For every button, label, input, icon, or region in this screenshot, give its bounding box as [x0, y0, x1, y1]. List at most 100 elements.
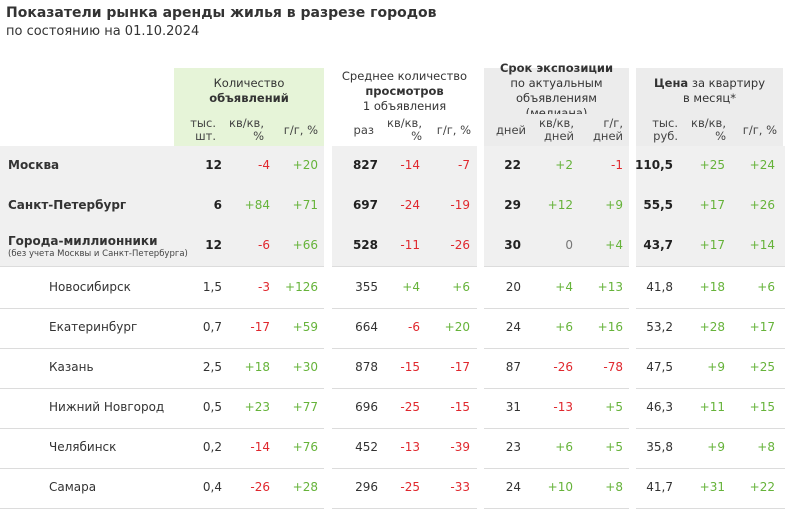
- row-divider: [0, 508, 785, 509]
- city-label: Нижний Новгород: [49, 400, 165, 414]
- change-cell: +10: [547, 480, 573, 494]
- change-cell: -7: [458, 158, 470, 172]
- city-name: Города-миллионники (без учета Москвы и Са…: [8, 234, 188, 259]
- table-row: [0, 226, 785, 266]
- change-cell: +59: [292, 320, 318, 334]
- city-label: Санкт-Петербург: [8, 198, 127, 212]
- value-cell: 0,7: [202, 320, 222, 334]
- value-cell: 30: [504, 238, 521, 252]
- change-cell: +26: [749, 198, 775, 212]
- value-cell: 29: [504, 198, 521, 212]
- column-subheader: г/г, %: [270, 114, 324, 146]
- value-cell: 35,8: [646, 440, 673, 454]
- change-cell: -26: [553, 360, 573, 374]
- change-cell: +4: [402, 280, 420, 294]
- city-name: Екатеринбург: [49, 320, 137, 334]
- change-cell: +17: [699, 238, 725, 252]
- change-cell: +71: [292, 198, 318, 212]
- value-cell: 12: [205, 238, 222, 252]
- change-cell: +20: [444, 320, 470, 334]
- value-cell: 696: [355, 400, 378, 414]
- city-name: Москва: [8, 158, 59, 172]
- column-subheader: г/г, %: [436, 122, 471, 137]
- change-cell: +8: [757, 440, 775, 454]
- change-cell: +6: [555, 320, 573, 334]
- change-cell: +66: [292, 238, 318, 252]
- value-cell: 87: [505, 360, 521, 374]
- change-cell: +2: [555, 158, 573, 172]
- column-subheader: раз: [353, 122, 374, 137]
- value-cell: 878: [355, 360, 378, 374]
- value-cell: 47,5: [646, 360, 673, 374]
- change-cell: +8: [605, 480, 623, 494]
- change-cell: -78: [603, 360, 623, 374]
- group-header-listings: Количество объявлений: [174, 68, 324, 114]
- value-cell: 24: [505, 480, 521, 494]
- change-cell: +11: [699, 400, 725, 414]
- value-cell: 110,5: [635, 158, 673, 172]
- value-cell: 664: [355, 320, 378, 334]
- value-cell: 827: [352, 158, 378, 172]
- city-label: Самара: [49, 480, 97, 494]
- value-cell: 55,5: [643, 198, 673, 212]
- change-cell: -33: [450, 480, 470, 494]
- group-header-line: Количество: [213, 76, 285, 90]
- row-divider: [0, 468, 785, 469]
- row-divider: [0, 428, 785, 429]
- city-name: Челябинск: [49, 440, 116, 454]
- change-cell: +9: [707, 440, 725, 454]
- column-subheader: дней: [484, 114, 532, 146]
- group-header-views: Среднее количество просмотров 1 объявлен…: [332, 68, 477, 114]
- change-cell: -14: [400, 158, 420, 172]
- group-separator: [324, 68, 332, 510]
- change-cell: +31: [699, 480, 725, 494]
- table-row: [0, 186, 785, 226]
- column-subheader: тыс. руб.: [636, 114, 684, 146]
- change-cell: +17: [749, 320, 775, 334]
- group-header-line-bold: Срок экспозиции: [499, 61, 614, 75]
- change-cell: -26: [450, 238, 470, 252]
- value-cell: 296: [355, 480, 378, 494]
- city-label: Екатеринбург: [49, 320, 138, 334]
- column-subheader: кв/кв, %: [684, 114, 732, 146]
- change-cell: -15: [400, 360, 420, 374]
- change-cell: -11: [400, 238, 420, 252]
- value-cell: 355: [355, 280, 378, 294]
- group-separator: [477, 68, 484, 510]
- value-cell: 43,7: [643, 238, 673, 252]
- change-cell: -25: [400, 400, 420, 414]
- change-cell: +16: [597, 320, 623, 334]
- group-header-line: 1 объявления: [362, 98, 447, 113]
- change-cell: +18: [244, 360, 270, 374]
- change-cell: +76: [292, 440, 318, 454]
- change-cell: -17: [250, 320, 270, 334]
- change-cell: +20: [292, 158, 318, 172]
- change-cell: +25: [699, 158, 725, 172]
- group-header-line: по актуальным: [510, 76, 603, 90]
- change-cell: +9: [605, 198, 623, 212]
- change-cell: +126: [285, 280, 318, 294]
- change-cell: +25: [749, 360, 775, 374]
- change-cell: +28: [292, 480, 318, 494]
- change-cell: +14: [749, 238, 775, 252]
- group-header-line-bold: просмотров: [365, 83, 444, 98]
- page-subtitle: по состоянию на 01.10.2024: [6, 24, 200, 39]
- change-cell: +17: [699, 198, 725, 212]
- city-name: Новосибирск: [49, 280, 131, 294]
- row-divider: [0, 348, 785, 349]
- city-note: (без учета Москвы и Санкт-Петербурга): [8, 249, 188, 259]
- column-subheader: г/г, %: [732, 114, 783, 146]
- change-cell: -13: [400, 440, 420, 454]
- value-cell: 1,5: [202, 280, 222, 294]
- group-header-line-bold: объявлений: [209, 91, 289, 105]
- change-cell: +84: [244, 198, 270, 212]
- value-cell: 46,3: [646, 400, 673, 414]
- value-cell: 41,8: [646, 280, 673, 294]
- change-cell: +5: [605, 400, 623, 414]
- change-cell: 0: [565, 238, 573, 252]
- value-cell: 12: [205, 158, 222, 172]
- city-label: Новосибирск: [49, 280, 131, 294]
- group-separator: [629, 68, 636, 510]
- column-subheader: г/г, дней: [580, 114, 629, 146]
- row-divider: [0, 266, 785, 267]
